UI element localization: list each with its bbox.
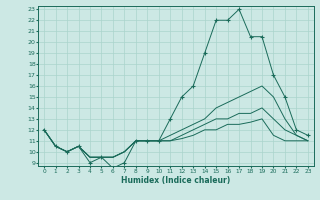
X-axis label: Humidex (Indice chaleur): Humidex (Indice chaleur) — [121, 176, 231, 185]
